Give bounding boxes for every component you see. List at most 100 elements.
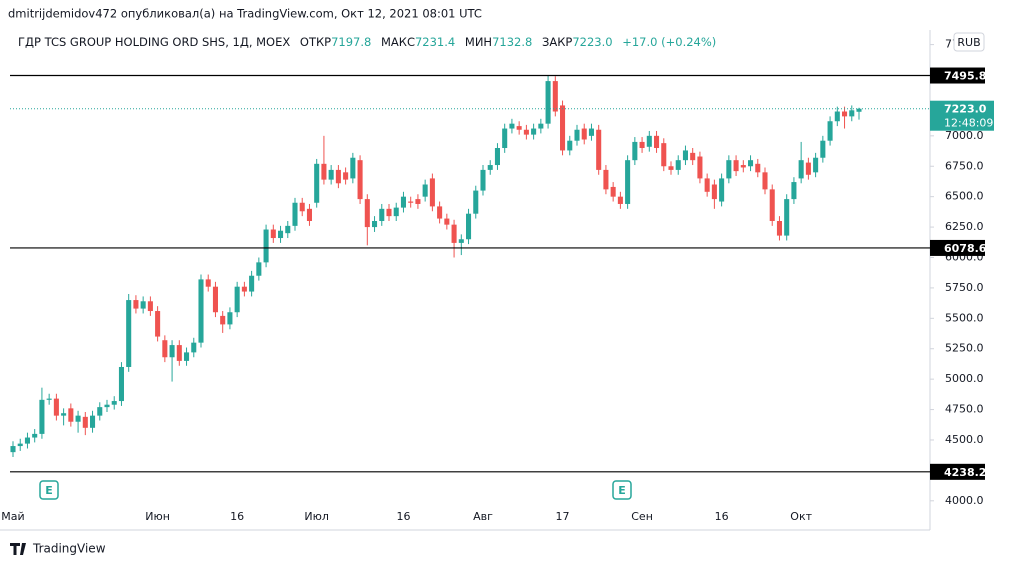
candle-body	[328, 169, 334, 180]
candle-body	[827, 121, 833, 141]
earnings-marker[interactable]	[612, 480, 632, 500]
candle-body	[726, 160, 732, 179]
candle-body	[75, 415, 81, 422]
level-label: 4238.2	[944, 466, 986, 479]
candle-body	[220, 315, 226, 325]
open-label: ОТКР	[300, 35, 331, 49]
candle-body	[704, 178, 710, 192]
candle-body	[278, 230, 284, 239]
logo	[10, 543, 26, 555]
candle-body	[306, 208, 312, 221]
candle-body	[639, 141, 645, 149]
header-line: ГДР TCS GROUP HOLDING ORD SHS, 1Д, MOEX …	[18, 35, 716, 49]
high-label: МАКС	[381, 35, 415, 49]
candle-body	[379, 208, 385, 221]
candle-body	[473, 190, 479, 214]
candle-body	[567, 140, 573, 151]
level-label-box	[930, 239, 985, 256]
candle-body	[176, 345, 182, 361]
candle-body	[813, 157, 819, 173]
candle-body	[415, 199, 421, 204]
last-price-label: 7223.0	[944, 103, 987, 116]
candle-body	[805, 162, 811, 175]
y-tick-label: 4750.0	[945, 403, 984, 416]
candle-body	[335, 169, 341, 184]
candle-body	[422, 184, 428, 197]
candle-body	[234, 286, 240, 313]
candle-body	[733, 160, 739, 172]
candle-body	[249, 275, 255, 292]
candle-body	[256, 262, 262, 276]
candle-body	[755, 163, 761, 173]
candle-body	[321, 163, 327, 180]
brand: TradingView	[32, 542, 106, 556]
candle-body	[372, 220, 378, 228]
candle-body	[205, 279, 211, 287]
candle-body	[444, 218, 450, 225]
x-tick-label: Май	[1, 510, 24, 523]
candle-body	[675, 160, 681, 170]
candle-body	[227, 312, 233, 325]
candle-body	[111, 401, 117, 405]
candle-body	[820, 140, 826, 158]
candle-body	[769, 189, 775, 221]
y-tick-label: 5500.0	[945, 311, 984, 324]
candle-body	[39, 399, 45, 434]
candle-body	[784, 199, 790, 236]
x-tick-label: Июн	[145, 510, 170, 523]
candle-body	[126, 300, 132, 367]
candle-body	[32, 433, 38, 438]
candle-body	[610, 186, 616, 197]
symbol: ГДР TCS GROUP HOLDING ORD SHS, 1Д, MOEX	[18, 35, 290, 49]
candle-body	[661, 143, 667, 167]
candle-body	[466, 213, 472, 240]
candle-body	[690, 152, 696, 161]
candle-body	[408, 201, 414, 203]
candle-body	[538, 123, 544, 129]
candle-body	[740, 165, 746, 168]
candle-body	[552, 81, 558, 112]
candle-body	[494, 148, 500, 166]
candle-body	[545, 81, 551, 124]
candle-body	[502, 128, 508, 149]
y-tick-label: 6250.0	[945, 220, 984, 233]
candle-body	[97, 407, 103, 416]
candle-body	[748, 160, 754, 167]
earnings-marker[interactable]	[39, 480, 59, 500]
high: 7231.4	[415, 35, 455, 49]
candle-body	[118, 366, 124, 402]
countdown: 12:48:09	[944, 117, 993, 130]
x-tick-label: Июл	[304, 510, 329, 523]
x-tick-label: 16	[715, 510, 729, 523]
earnings-label: E	[45, 484, 53, 497]
candle-body	[393, 207, 399, 217]
candle-body	[61, 413, 67, 416]
candle-body	[625, 160, 631, 204]
level-label: 7495.8	[944, 70, 986, 83]
candle-body	[762, 172, 768, 190]
candle-body	[10, 446, 16, 453]
earnings-label: E	[618, 484, 626, 497]
candle-body	[285, 225, 291, 234]
currency: RUB	[957, 36, 980, 49]
candle-body	[776, 220, 782, 236]
level-label-box	[930, 463, 985, 480]
candle-body	[581, 128, 587, 140]
candle-body	[834, 111, 840, 122]
candle-body	[169, 345, 175, 358]
close: 7223.0	[572, 35, 612, 49]
x-tick-label: 16	[396, 510, 410, 523]
candle-body	[632, 141, 638, 161]
currency-button[interactable]	[953, 32, 985, 52]
candle-body	[668, 166, 674, 170]
candle-body	[82, 416, 88, 428]
y-tick-label: 5750.0	[945, 281, 984, 294]
candle-body	[292, 202, 298, 226]
x-tick-label: Сен	[631, 510, 653, 523]
candle-body	[719, 178, 725, 202]
low-label: МИН	[465, 35, 492, 49]
candle-body	[46, 398, 52, 400]
candle-body	[386, 208, 392, 217]
candle-body	[596, 129, 602, 170]
